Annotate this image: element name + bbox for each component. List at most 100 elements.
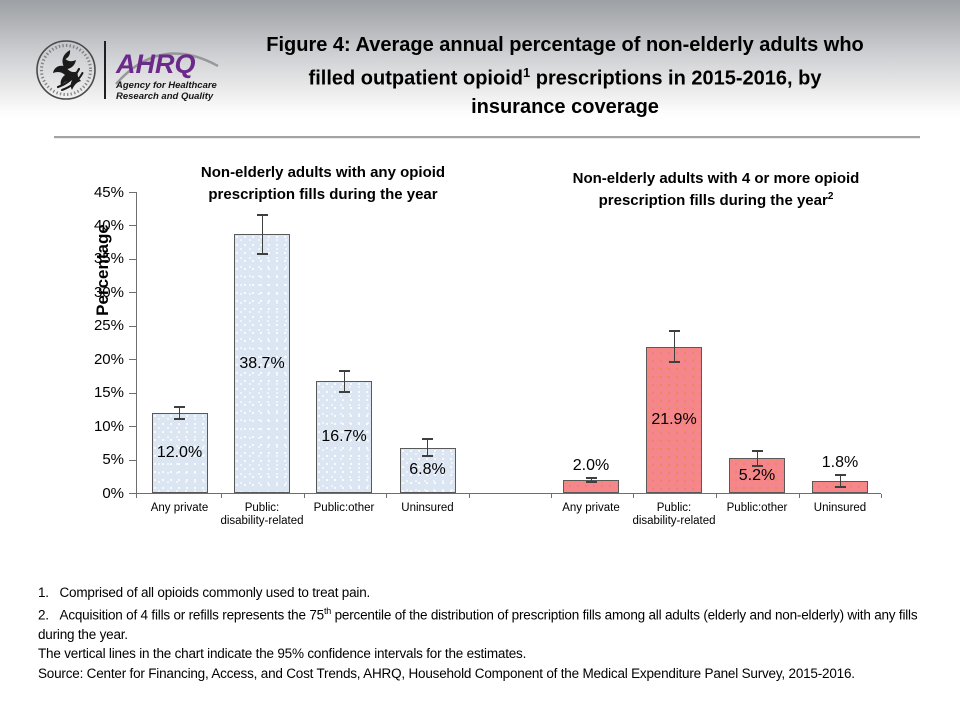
error-bar-cap-top bbox=[422, 437, 433, 440]
x-category-label: Uninsured bbox=[813, 502, 867, 514]
y-axis-tick bbox=[129, 426, 136, 428]
y-axis-tick bbox=[129, 292, 136, 294]
bar-value-label: 12.0% bbox=[156, 443, 203, 461]
error-bar-cap-bottom bbox=[174, 417, 185, 420]
figure-title-line3: insurance coverage bbox=[471, 95, 659, 118]
title-footnote-marker: 1 bbox=[522, 65, 531, 80]
bar-value-label: 2.0% bbox=[572, 456, 610, 474]
y-tick-label: 0% bbox=[102, 484, 124, 502]
hhs-seal-icon bbox=[36, 40, 96, 100]
error-bar-cap-bottom bbox=[834, 485, 846, 488]
bar-value-label: 38.7% bbox=[239, 354, 285, 372]
y-axis-tick bbox=[129, 493, 136, 494]
y-tick-label: 25% bbox=[93, 317, 124, 335]
x-category-label: Public: disability-related bbox=[632, 502, 716, 527]
x-axis-tick bbox=[881, 494, 882, 498]
x-axis-tick bbox=[303, 494, 305, 498]
ahrq-tagline: Agency for Healthcare Research and Quali… bbox=[116, 80, 217, 102]
figure-title: Figure 4: Average annual percentage of n… bbox=[200, 31, 930, 121]
y-axis-line bbox=[136, 192, 137, 494]
error-bar-cap-bottom bbox=[585, 480, 597, 483]
x-axis-tick bbox=[386, 494, 387, 498]
x-axis-tick bbox=[221, 494, 222, 498]
error-bar-cap-bottom bbox=[338, 390, 350, 393]
left-panel-subtitle: Non-elderly adults with any opioid presc… bbox=[200, 164, 446, 203]
x-category-label: Public: disability-related bbox=[220, 502, 304, 527]
y-axis-tick bbox=[129, 359, 136, 361]
x-axis-tick bbox=[798, 494, 800, 498]
y-tick-label: 30% bbox=[93, 283, 124, 301]
error-bar-cap-bottom bbox=[422, 455, 433, 458]
right-panel-subtitle: Non-elderly adults with 4 or more opioid… bbox=[572, 170, 860, 209]
error-bar-cap-top bbox=[668, 330, 680, 333]
y-axis-tick bbox=[129, 225, 136, 227]
error-bar bbox=[756, 450, 758, 466]
error-bar bbox=[673, 331, 675, 362]
error-bar-cap-top bbox=[585, 476, 597, 479]
ahrq-arc-icon bbox=[115, 52, 219, 85]
error-bar bbox=[343, 370, 345, 392]
logo-divider bbox=[104, 41, 106, 99]
y-axis-tick bbox=[129, 392, 136, 394]
y-tick-label: 15% bbox=[93, 384, 124, 402]
figure-title-line2: filled outpatient opioid1 prescriptions … bbox=[308, 65, 822, 90]
bar-value-label: 1.8% bbox=[821, 453, 859, 471]
x-category-label: Any private bbox=[150, 502, 209, 514]
error-bar-cap-top bbox=[751, 449, 763, 452]
error-bar-cap-bottom bbox=[256, 252, 268, 255]
ahrq-wordmark: AHRQ bbox=[116, 49, 196, 79]
bar-any-fills-2 bbox=[316, 381, 372, 493]
error-bar bbox=[427, 438, 428, 457]
error-bar bbox=[839, 474, 841, 487]
bar-value-label: 5.2% bbox=[738, 466, 776, 484]
bar-4plus-fills-1 bbox=[646, 346, 702, 493]
error-bar-cap-bottom bbox=[668, 360, 680, 363]
x-axis-tick bbox=[468, 494, 470, 498]
y-axis-tick bbox=[129, 258, 136, 260]
bar-value-label: 21.9% bbox=[651, 410, 697, 428]
subtitle-footnote-marker: 2 bbox=[827, 191, 834, 202]
y-tick-label: 35% bbox=[93, 250, 124, 268]
footnotes: 1. Comprised of all opioids commonly use… bbox=[38, 583, 936, 683]
bar-any-fills-0 bbox=[151, 412, 208, 493]
y-axis-tick bbox=[129, 459, 136, 461]
y-tick-label: 40% bbox=[93, 216, 124, 234]
x-category-label: Public:other bbox=[726, 502, 788, 514]
x-axis-tick bbox=[550, 494, 552, 498]
error-bar-cap-top bbox=[174, 405, 185, 408]
x-category-label: Public:other bbox=[313, 502, 375, 514]
ahrq-tagline-line1: Agency for Healthcare bbox=[116, 80, 217, 91]
y-axis-tick bbox=[129, 325, 136, 327]
error-bar bbox=[261, 214, 263, 254]
x-category-label: Any private bbox=[562, 502, 620, 514]
bar-any-fills-3 bbox=[399, 447, 456, 493]
ahrq-logo: AHRQ Agency for Healthcare Research and … bbox=[34, 38, 219, 104]
footnote-2: 2. Acquisition of 4 fills or refills rep… bbox=[38, 606, 918, 643]
y-tick-label: 45% bbox=[93, 183, 124, 201]
x-axis-tick bbox=[136, 494, 137, 498]
bar-any-fills-1 bbox=[234, 234, 290, 493]
confidence-interval-note: The vertical lines in the chart indicate… bbox=[38, 646, 527, 662]
error-bar bbox=[590, 477, 592, 482]
x-axis-line bbox=[136, 493, 881, 494]
source-note: Source: Center for Financing, Access, an… bbox=[38, 665, 855, 681]
error-bar bbox=[179, 406, 180, 419]
x-category-label: Uninsured bbox=[401, 502, 454, 514]
error-bar-cap-top bbox=[338, 369, 350, 372]
header-gradient-band bbox=[0, 0, 960, 120]
y-tick-label: 20% bbox=[93, 350, 124, 368]
error-bar-cap-top bbox=[256, 213, 268, 216]
error-bar-cap-top bbox=[834, 473, 846, 476]
y-tick-label: 5% bbox=[102, 451, 124, 469]
header-divider-line bbox=[54, 136, 920, 139]
y-tick-label: 10% bbox=[93, 417, 124, 435]
x-axis-tick bbox=[633, 494, 634, 498]
bar-value-label: 16.7% bbox=[321, 428, 367, 446]
error-bar-cap-bottom bbox=[751, 464, 763, 467]
figure-title-line1: Figure 4: Average annual percentage of n… bbox=[266, 34, 864, 56]
x-axis-tick bbox=[715, 494, 717, 498]
footnote-1: 1. Comprised of all opioids commonly use… bbox=[38, 585, 371, 600]
ahrq-tagline-line2: Research and Quality bbox=[116, 91, 214, 102]
bar-value-label: 6.8% bbox=[409, 461, 446, 479]
